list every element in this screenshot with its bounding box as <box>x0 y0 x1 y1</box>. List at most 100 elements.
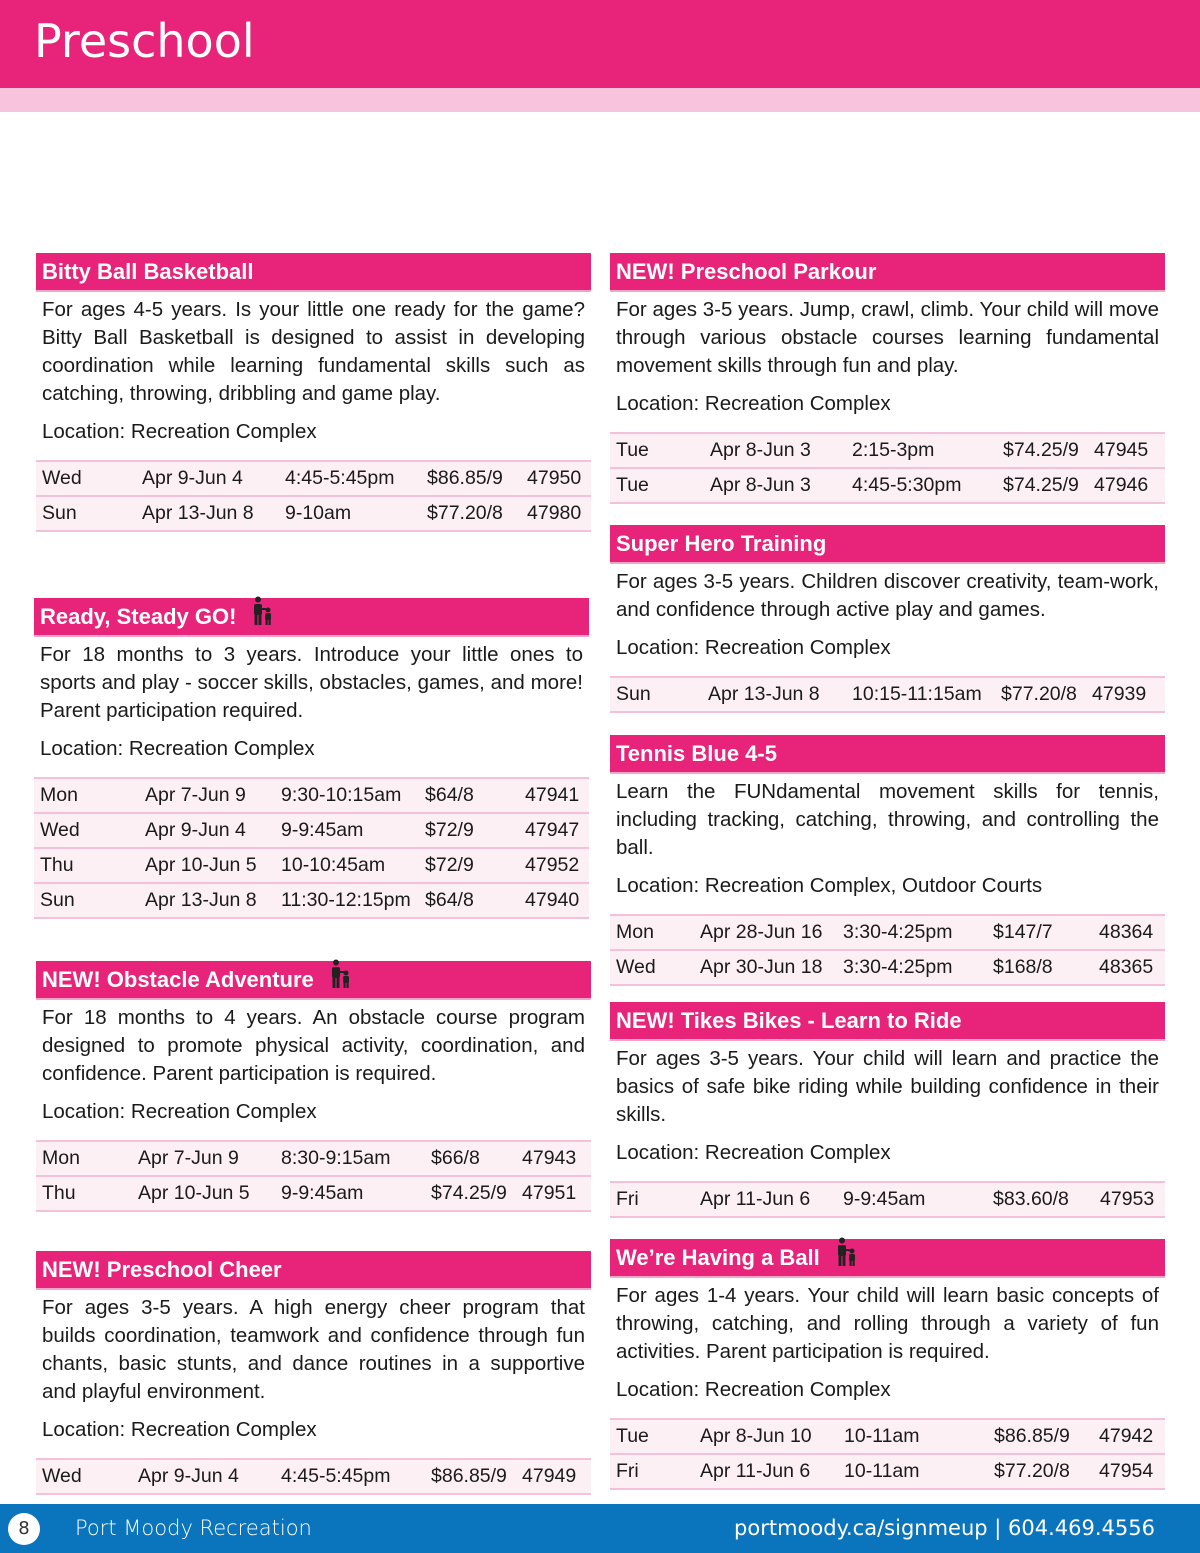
barcode-cell: 47951 <box>522 1182 577 1204</box>
day-cell: Thu <box>42 1182 76 1204</box>
dates-cell: Apr 13-Jun 8 <box>145 889 257 911</box>
schedule-row: Mon Apr 7-Jun 9 8:30-9:15am $66/8 47943 <box>36 1140 591 1175</box>
time-cell: 3:30-4:25pm <box>843 921 953 943</box>
program-section: NEW! Obstacle Adventure For 18 months to … <box>36 959 591 1212</box>
dates-cell: Apr 7-Jun 9 <box>145 784 246 806</box>
schedule-row: Tue Apr 8-Jun 10 10-11am $86.85/9 47942 <box>610 1418 1165 1453</box>
dates-cell: Apr 9-Jun 4 <box>138 1465 239 1487</box>
program-location: Location: Recreation Complex <box>42 420 317 443</box>
program-title: Super Hero Training <box>616 531 827 556</box>
day-cell: Mon <box>616 921 654 943</box>
time-cell: 10:15-11:15am <box>852 683 982 705</box>
barcode-cell: 47949 <box>522 1465 577 1487</box>
program-title-bar: Bitty Ball Basketball <box>36 253 591 292</box>
program-description: For ages 3-5 years. A high energy cheer … <box>42 1296 585 1403</box>
schedule-row: Sun Apr 13-Jun 8 11:30-12:15pm $64/8 47940 <box>34 882 589 919</box>
program-location: Location: Recreation Complex <box>42 1418 317 1441</box>
fee-cell: $74.25/9 <box>1003 439 1079 461</box>
barcode-cell: 47941 <box>525 784 580 806</box>
program-section: Bitty Ball Basketball For ages 4-5 years.… <box>36 253 591 532</box>
parent-child-icon <box>820 1237 858 1278</box>
program-location: Location: Recreation Complex <box>40 737 315 760</box>
schedule-row: Mon Apr 7-Jun 9 9:30-10:15am $64/8 47941 <box>34 777 589 812</box>
schedule-table: Fri Apr 11-Jun 6 9-9:45am $83.60/8 47953 <box>610 1181 1165 1218</box>
time-cell: 10-11am <box>844 1460 920 1482</box>
schedule-table: Wed Apr 9-Jun 4 4:45-5:45pm $86.85/9 47950 Su… <box>36 460 591 532</box>
barcode-cell: 47946 <box>1094 474 1149 496</box>
schedule-row: Fri Apr 11-Jun 6 9-9:45am $83.60/8 47953 <box>610 1181 1165 1218</box>
dates-cell: Apr 9-Jun 4 <box>145 819 246 841</box>
time-cell: 9-9:45am <box>281 819 364 841</box>
time-cell: 8:30-9:15am <box>281 1147 391 1169</box>
program-description: For ages 4-5 years. Is your little one r… <box>42 298 585 405</box>
footer-organization: Port Moody Recreation <box>75 1516 312 1540</box>
program-section: NEW! Tikes Bikes - Learn to Ride For ages… <box>610 1002 1165 1218</box>
program-location: Location: Recreation Complex <box>616 392 891 415</box>
day-cell: Mon <box>42 1147 80 1169</box>
schedule-table: Mon Apr 28-Jun 16 3:30-4:25pm $147/7 48364 We… <box>610 914 1165 986</box>
program-title: We’re Having a Ball <box>616 1245 820 1270</box>
program-title-bar: NEW! Tikes Bikes - Learn to Ride <box>610 1002 1165 1041</box>
fee-cell: $64/8 <box>425 889 474 911</box>
fee-cell: $86.85/9 <box>431 1465 507 1487</box>
time-cell: 10-10:45am <box>281 854 386 876</box>
schedule-row: Wed Apr 9-Jun 4 4:45-5:45pm $86.85/9 47949 <box>36 1458 591 1495</box>
day-cell: Wed <box>42 1465 82 1487</box>
program-section: NEW! Preschool Parkour For ages 3-5 years… <box>610 253 1165 504</box>
program-title-bar: Tennis Blue 4-5 <box>610 735 1165 774</box>
program-title: NEW! Preschool Cheer <box>42 1257 282 1282</box>
schedule-table: Sun Apr 13-Jun 8 10:15-11:15am $77.20/8 4793… <box>610 676 1165 713</box>
program-section: We’re Having a Ball For ages 1-4 years. Y… <box>610 1237 1165 1490</box>
parent-child-icon <box>236 596 274 637</box>
fee-cell: $147/7 <box>993 921 1053 943</box>
barcode-cell: 47939 <box>1092 683 1147 705</box>
fee-cell: $74.25/9 <box>1003 474 1079 496</box>
schedule-table: Tue Apr 8-Jun 3 2:15-3pm $74.25/9 47945 Tue Ap… <box>610 432 1165 504</box>
program-title: Ready, Steady GO! <box>40 604 237 629</box>
barcode-cell: 47950 <box>527 467 582 489</box>
time-cell: 9:30-10:15am <box>281 784 402 806</box>
time-cell: 2:15-3pm <box>852 439 935 461</box>
time-cell: 9-10am <box>285 502 352 524</box>
dates-cell: Apr 13-Jun 8 <box>142 502 254 524</box>
dates-cell: Apr 10-Jun 5 <box>138 1182 250 1204</box>
footer-contact[interactable]: portmoody.ca/signmeup | 604.469.4556 <box>734 1516 1155 1540</box>
day-cell: Thu <box>40 854 74 876</box>
schedule-row: Fri Apr 11-Jun 6 10-11am $77.20/8 47954 <box>610 1453 1165 1490</box>
fee-cell: $72/9 <box>425 819 474 841</box>
barcode-cell: 47945 <box>1094 439 1149 461</box>
program-section: NEW! Preschool Cheer For ages 3-5 years. … <box>36 1251 591 1495</box>
schedule-table: Tue Apr 8-Jun 10 10-11am $86.85/9 47942 Fri Ap… <box>610 1418 1165 1490</box>
fee-cell: $168/8 <box>993 956 1053 978</box>
program-description: For ages 3-5 years. Your child will lear… <box>616 1047 1159 1126</box>
schedule-row: Wed Apr 9-Jun 4 4:45-5:45pm $86.85/9 47950 <box>36 460 591 495</box>
program-location: Location: Recreation Complex <box>616 1141 891 1164</box>
footer: 8 Port Moody Recreation portmoody.ca/sig… <box>0 1504 1200 1553</box>
dates-cell: Apr 8-Jun 10 <box>700 1425 812 1447</box>
program-title-bar: NEW! Preschool Cheer <box>36 1251 591 1290</box>
barcode-cell: 48365 <box>1099 956 1154 978</box>
program-title-bar: NEW! Obstacle Adventure <box>36 959 591 1000</box>
schedule-row: Wed Apr 30-Jun 18 3:30-4:25pm $168/8 48365 <box>610 949 1165 986</box>
page-number: 8 <box>8 1513 40 1545</box>
program-title-bar: Ready, Steady GO! <box>34 596 589 637</box>
program-location: Location: Recreation Complex <box>616 636 891 659</box>
program-section: Super Hero Training For ages 3-5 years. C… <box>610 525 1165 713</box>
program-title: NEW! Obstacle Adventure <box>42 967 314 992</box>
barcode-cell: 47980 <box>527 502 582 524</box>
barcode-cell: 48364 <box>1099 921 1154 943</box>
program-description: For ages 1-4 years. Your child will lear… <box>616 1284 1159 1363</box>
time-cell: 3:30-4:25pm <box>843 956 953 978</box>
time-cell: 4:45-5:45pm <box>285 467 395 489</box>
program-description: For ages 3-5 years. Children discover cr… <box>616 570 1159 621</box>
time-cell: 4:45-5:30pm <box>852 474 962 496</box>
barcode-cell: 47942 <box>1099 1425 1154 1447</box>
program-title-bar: NEW! Preschool Parkour <box>610 253 1165 292</box>
schedule-table: Wed Apr 9-Jun 4 4:45-5:45pm $86.85/9 47949 <box>36 1458 591 1495</box>
program-location: Location: Recreation Complex, Outdoor Co… <box>616 874 1043 897</box>
fee-cell: $86.85/9 <box>427 467 503 489</box>
schedule-row: Sun Apr 13-Jun 8 9-10am $77.20/8 47980 <box>36 495 591 532</box>
fee-cell: $77.20/8 <box>1001 683 1077 705</box>
dates-cell: Apr 9-Jun 4 <box>142 467 243 489</box>
